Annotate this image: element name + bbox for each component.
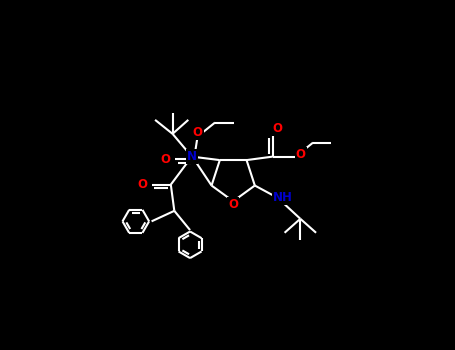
Text: O: O [192, 126, 202, 139]
Text: O: O [160, 153, 170, 166]
Text: O: O [228, 198, 238, 211]
Text: O: O [138, 178, 148, 191]
Text: NH: NH [273, 191, 293, 204]
Text: N: N [187, 150, 197, 163]
Text: O: O [272, 122, 282, 135]
Text: O: O [296, 148, 306, 161]
